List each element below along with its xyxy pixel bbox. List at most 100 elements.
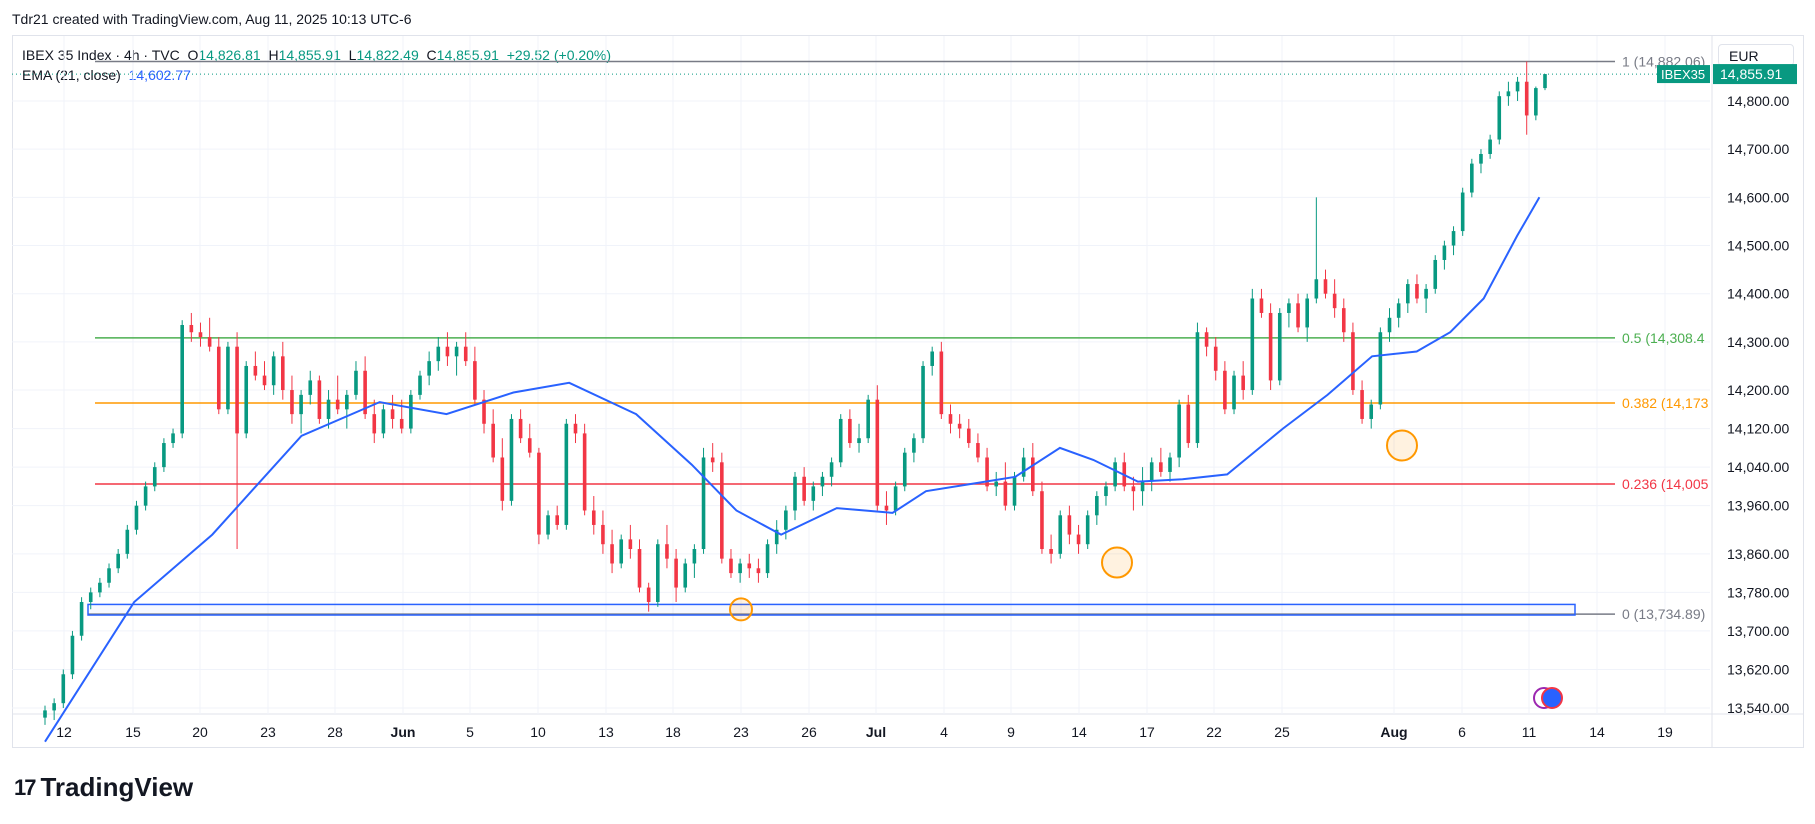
x-tick-label: 9 [1007, 724, 1015, 740]
ema-label[interactable]: EMA (21, close) [22, 67, 121, 83]
x-tick-label: 28 [327, 724, 343, 740]
candle-body [1323, 279, 1328, 294]
candle-body [656, 544, 660, 603]
candle-body [701, 457, 706, 550]
candle-body [143, 486, 148, 506]
candle-body [976, 443, 980, 458]
close-label: C [426, 47, 437, 63]
candle-body [1360, 390, 1364, 419]
y-tick-label: 14,040.00 [1727, 459, 1789, 475]
candle-body [720, 462, 724, 559]
candle-body [436, 346, 441, 362]
candle-body [1232, 375, 1236, 410]
candle-body [1415, 284, 1419, 299]
candle-body [43, 710, 47, 718]
candle-body [784, 510, 788, 530]
candle-body [162, 443, 166, 468]
candle-body [1268, 312, 1273, 381]
candle-body [317, 380, 322, 419]
candle-body [1305, 298, 1309, 328]
candle-body [1140, 481, 1145, 492]
ema-line [44, 196, 1541, 743]
high-value: 14,855.91 [278, 47, 341, 63]
candle-body [1104, 486, 1108, 497]
candle-body [1204, 332, 1209, 347]
candle-body [345, 394, 349, 410]
candle-body [1287, 303, 1291, 313]
ema-value: 14,602.77 [128, 67, 191, 83]
candle-body [482, 399, 486, 424]
x-tick-label: 5 [466, 724, 474, 740]
candle-body [253, 365, 258, 376]
x-tick-label: 11 [1522, 724, 1537, 740]
fib-label: 0.236 (14,005 [1622, 476, 1709, 492]
candle-body [152, 467, 157, 487]
candle-body [326, 399, 331, 419]
candle-body [473, 361, 477, 400]
candle-body [875, 399, 880, 506]
low-marker-circle [1386, 429, 1418, 462]
candle-body [829, 462, 834, 477]
x-tick-label: 17 [1139, 724, 1155, 740]
candle-body [884, 505, 889, 511]
candle-body [637, 549, 642, 588]
event-icon-inner [1541, 687, 1563, 709]
symbol-tag-bg [1657, 65, 1710, 84]
candle-body [1470, 163, 1474, 193]
y-tick-label: 13,540.00 [1727, 700, 1789, 716]
candle-body [180, 325, 184, 434]
candle-body [88, 592, 93, 603]
fib-label: 0.382 (14,173 [1622, 395, 1709, 411]
candle-body [207, 337, 212, 347]
candle-body [1250, 298, 1255, 391]
fibonacci-levels: 1 (14,882.06)0.5 (14,308.40.382 (14,1730… [88, 53, 1709, 622]
y-tick-label: 13,860.00 [1727, 546, 1789, 562]
candle-body [665, 544, 669, 559]
candle-body [820, 476, 825, 487]
candle-body [1296, 303, 1300, 328]
candle-body [1378, 332, 1383, 405]
low-label: L [348, 47, 357, 63]
symbol-tag-label: IBEX35 [1661, 67, 1705, 82]
candle-body [390, 409, 395, 419]
candle-body [1369, 404, 1374, 419]
candle-body [1131, 486, 1136, 492]
candle-body [921, 365, 925, 439]
y-tick-label: 13,620.00 [1727, 661, 1789, 677]
tradingview-brand[interactable]: 17 TradingView [14, 772, 193, 803]
candle-body [1424, 288, 1428, 299]
high-label: H [268, 47, 279, 63]
fib-label: 0 (13,734.89) [1622, 606, 1705, 622]
candle-body [527, 438, 532, 453]
symbol-label[interactable]: IBEX 35 Index · 4h · TVC [22, 47, 180, 63]
y-tick-label: 13,700.00 [1727, 623, 1789, 639]
x-tick-label: 14 [1071, 724, 1087, 740]
x-tick-label: 6 [1458, 724, 1466, 740]
candle-body [216, 346, 221, 410]
candle-body [683, 563, 688, 588]
x-tick-label: 19 [1657, 724, 1673, 740]
candle-body [939, 351, 944, 415]
candle-body [1241, 375, 1245, 391]
candle-body [134, 505, 139, 530]
candle-body [509, 418, 514, 501]
candle-body [710, 457, 715, 463]
change-value: +29.52 (+0.20%) [506, 47, 612, 63]
x-tick-label: 25 [1274, 724, 1290, 740]
grid [12, 36, 1804, 748]
candle-body [454, 346, 459, 357]
candle-body [537, 452, 541, 535]
candle-body [427, 361, 431, 376]
open-label: O [187, 47, 199, 63]
candle-body [811, 486, 816, 501]
y-tick-label: 14,500.00 [1727, 238, 1789, 254]
candle-body [1012, 476, 1017, 506]
x-tick-label: 15 [125, 724, 141, 740]
chart-frame [12, 35, 1804, 748]
fib-label: 0.5 (14,308.4 [1622, 330, 1705, 346]
candle-body [226, 346, 230, 410]
support-zone-rect [87, 603, 1576, 616]
candle-body [418, 375, 422, 395]
candle-body [628, 539, 633, 550]
